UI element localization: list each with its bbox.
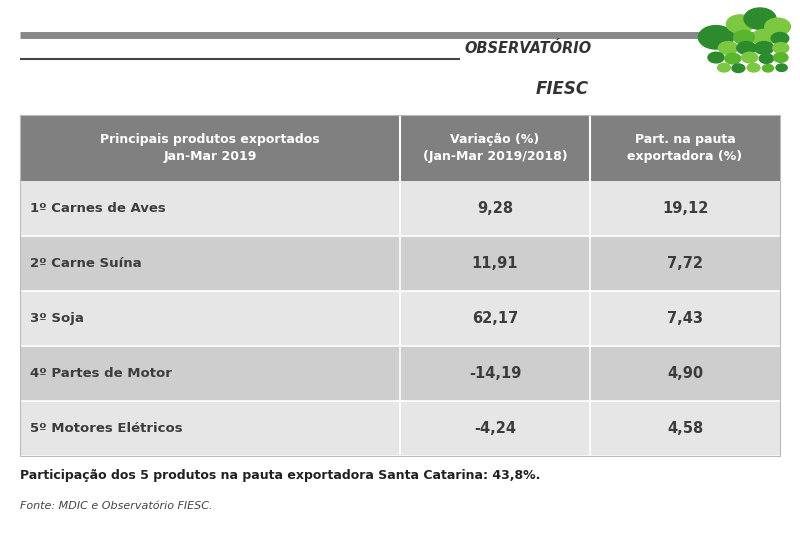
FancyBboxPatch shape — [20, 346, 780, 401]
Text: 4º Partes de Motor: 4º Partes de Motor — [30, 367, 171, 380]
Circle shape — [726, 15, 754, 33]
Circle shape — [765, 18, 790, 35]
Circle shape — [771, 33, 789, 44]
Circle shape — [725, 53, 741, 64]
Text: -4,24: -4,24 — [474, 421, 516, 436]
Text: 3º Soja: 3º Soja — [30, 312, 83, 325]
Text: 7,43: 7,43 — [667, 311, 703, 326]
Text: 62,17: 62,17 — [472, 311, 518, 326]
Circle shape — [774, 53, 788, 62]
Text: 5º Motores Elétricos: 5º Motores Elétricos — [30, 422, 182, 435]
Text: FIESC: FIESC — [536, 80, 589, 98]
Text: 9,28: 9,28 — [477, 201, 513, 216]
Text: 19,12: 19,12 — [662, 201, 708, 216]
Circle shape — [708, 52, 724, 63]
Circle shape — [776, 64, 787, 71]
Text: Part. na pauta
exportadora (%): Part. na pauta exportadora (%) — [627, 133, 742, 163]
FancyBboxPatch shape — [20, 291, 780, 346]
Text: -14,19: -14,19 — [469, 366, 521, 381]
Text: Variação (%)
(Jan-Mar 2019/2018): Variação (%) (Jan-Mar 2019/2018) — [422, 133, 567, 163]
Circle shape — [754, 42, 774, 54]
Text: OBSERVATÓRIO: OBSERVATÓRIO — [464, 41, 591, 56]
Circle shape — [737, 42, 756, 54]
Text: 11,91: 11,91 — [472, 256, 518, 271]
FancyBboxPatch shape — [20, 236, 780, 291]
Circle shape — [734, 30, 754, 44]
Circle shape — [773, 43, 789, 53]
Circle shape — [718, 63, 730, 72]
Circle shape — [742, 52, 758, 63]
Text: 4,90: 4,90 — [667, 366, 703, 381]
FancyBboxPatch shape — [20, 401, 780, 456]
Text: Participação dos 5 produtos na pauta exportadora Santa Catarina: 43,8%.: Participação dos 5 produtos na pauta exp… — [20, 469, 540, 482]
Circle shape — [744, 8, 776, 29]
Circle shape — [732, 64, 745, 72]
Text: 2º Carne Suína: 2º Carne Suína — [30, 257, 142, 270]
Text: 1º Carnes de Aves: 1º Carnes de Aves — [30, 202, 166, 215]
Text: Principais produtos exportados
Jan-Mar 2019: Principais produtos exportados Jan-Mar 2… — [100, 133, 320, 163]
Circle shape — [698, 26, 734, 49]
Circle shape — [752, 29, 776, 45]
Circle shape — [762, 64, 774, 72]
Circle shape — [718, 42, 738, 54]
Text: 4,58: 4,58 — [667, 421, 703, 436]
FancyBboxPatch shape — [20, 115, 780, 181]
Circle shape — [759, 54, 774, 63]
Text: Fonte: MDIC e Observatório FIESC.: Fonte: MDIC e Observatório FIESC. — [20, 501, 213, 511]
Text: 7,72: 7,72 — [667, 256, 703, 271]
Circle shape — [747, 63, 760, 72]
FancyBboxPatch shape — [20, 181, 780, 236]
